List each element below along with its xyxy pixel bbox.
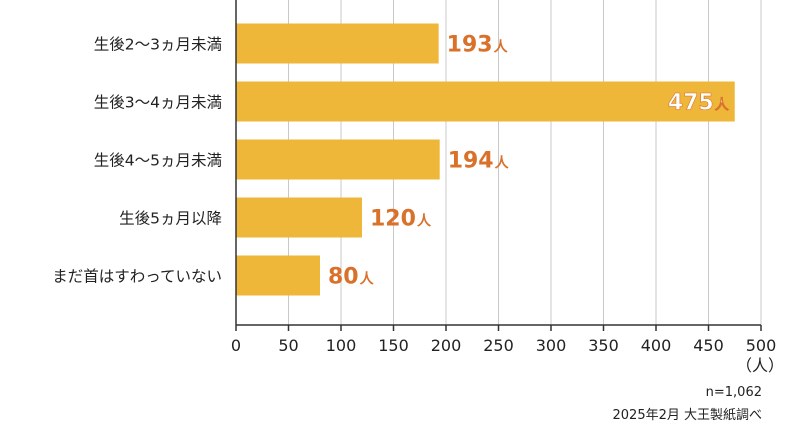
- category-labels: 生後2～3ヵ月未満生後3～4ヵ月未満生後4～5ヵ月未満生後5ヵ月以降まだ首はすわ…: [52, 36, 222, 286]
- x-tick-label: 500: [746, 336, 777, 355]
- x-tick-label: 50: [278, 336, 298, 355]
- value-label: 120人: [370, 207, 432, 232]
- x-tick-label: 400: [641, 336, 672, 355]
- bars: [236, 23, 735, 296]
- source-note: 2025年2月 大王製紙調べ: [612, 408, 763, 423]
- value-label: 80人: [328, 265, 375, 290]
- x-tick-label: 250: [483, 336, 514, 355]
- x-tick-label: 150: [378, 336, 409, 355]
- x-axis-unit-label: （人）: [736, 356, 784, 375]
- x-tick-label: 300: [536, 336, 567, 355]
- x-tick-label: 450: [693, 336, 724, 355]
- value-label: 194人: [448, 149, 510, 174]
- x-tick-labels: 0 50 100 150 200 250 300 350 400 450 500: [231, 336, 776, 355]
- bar: [236, 197, 362, 238]
- category-label: 生後2～3ヵ月未満: [94, 36, 222, 54]
- bar: [236, 23, 439, 64]
- category-label: 生後3～4ヵ月未満: [94, 94, 222, 112]
- category-label: 生後4～5ヵ月未満: [94, 152, 222, 170]
- category-label: まだ首はすわっていない: [52, 268, 222, 286]
- value-label: 193人: [447, 33, 509, 58]
- x-tick-label: 0: [231, 336, 241, 355]
- bar: [236, 139, 440, 180]
- value-labels: 193人 475人 194人 120人 80人: [328, 33, 730, 290]
- sample-size-note: n=1,062: [705, 385, 762, 400]
- bar: [236, 81, 735, 122]
- axes: [235, 0, 762, 331]
- x-tick-label: 200: [431, 336, 462, 355]
- value-label: 475人: [668, 91, 730, 116]
- bar: [236, 255, 320, 296]
- x-tick-label: 100: [326, 336, 357, 355]
- category-label: 生後5ヵ月以降: [119, 210, 222, 228]
- x-tick-label: 350: [588, 336, 619, 355]
